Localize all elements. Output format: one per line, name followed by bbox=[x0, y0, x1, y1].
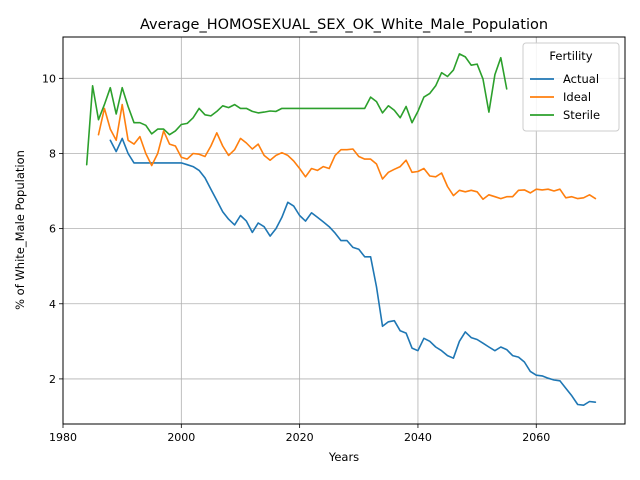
legend-label-sterile: Sterile bbox=[563, 108, 600, 122]
plot-frame bbox=[62, 36, 626, 425]
x-tick-label: 2020 bbox=[286, 431, 314, 444]
x-tick-label: 1980 bbox=[49, 431, 77, 444]
y-tick-label: 8 bbox=[49, 147, 56, 160]
series-lines bbox=[85, 53, 597, 407]
x-axis-label: Years bbox=[328, 450, 359, 464]
series-line-actual bbox=[109, 137, 597, 407]
legend-label-ideal: Ideal bbox=[563, 90, 591, 104]
series-line-sterile bbox=[85, 53, 508, 166]
x-tick-label: 2060 bbox=[522, 431, 550, 444]
y-axis-label: % of White_Male Population bbox=[13, 150, 27, 310]
legend-label-actual: Actual bbox=[563, 72, 599, 86]
legend: Fertility Actual Ideal Sterile bbox=[522, 42, 620, 132]
legend-box bbox=[522, 42, 620, 132]
y-tick-label: 10 bbox=[42, 72, 56, 85]
legend-entries: Actual Ideal Sterile bbox=[530, 72, 600, 122]
y-tick-label: 2 bbox=[49, 373, 56, 386]
legend-title: Fertility bbox=[549, 49, 592, 63]
x-tick-label: 2040 bbox=[404, 431, 432, 444]
series-line-ideal bbox=[97, 103, 597, 201]
x-tick-label: 2000 bbox=[167, 431, 195, 444]
y-tick-label: 6 bbox=[49, 223, 56, 236]
y-tick-label: 4 bbox=[49, 298, 56, 311]
axis-ticks: 1980 2000 2020 2040 2060 2 4 6 8 10 bbox=[42, 72, 550, 444]
chart-title: Average_HOMOSEXUAL_SEX_OK_White_Male_Pop… bbox=[140, 17, 548, 33]
